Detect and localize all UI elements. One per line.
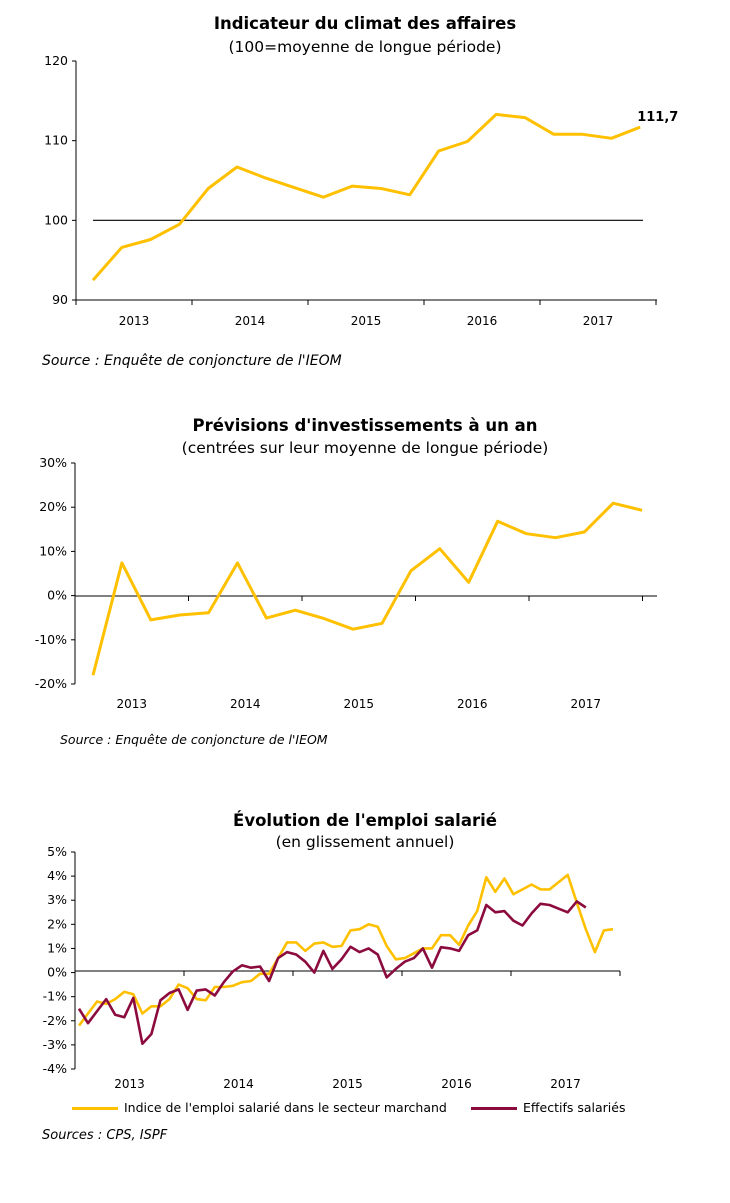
chart-2: -20% -10% 0% 10% 20% 30% 2013 2014 2015 2016 2017 [35,455,657,711]
y-tick-label: 30% [39,455,67,470]
series-line-2 [77,900,587,1045]
chart-1: 90 100 110 120 2013 2014 2015 2016 2017 111,7 [44,53,678,328]
y-tick-label: 4% [47,868,67,883]
chart1-source: Source : Enquête de conjoncture de l'IEO… [42,353,342,369]
chart2-title: Prévisions d'investissements à un an [192,416,538,435]
x-tick-label: 2015 [351,314,382,328]
y-tick-label: -20% [35,676,67,691]
series-line-1 [91,112,641,282]
chart3-source: Sources : CPS, ISPF [42,1128,168,1143]
y-tick-label: 0% [47,965,67,980]
x-tick-label: 2015 [343,697,374,711]
legend-swatch-crimson [471,1107,517,1110]
y-tick-label: 1% [47,940,67,955]
chart3-title: Évolution de l'emploi salarié [233,811,497,830]
legend-item-emploi-marchand: Indice de l'emploi salarié dans le secte… [72,1100,447,1115]
x-tick-label: 2013 [116,697,147,711]
x-tick-label: 2017 [583,314,614,328]
x-tick-label: 2013 [119,314,150,328]
x-tick-label: 2016 [457,697,488,711]
last-value-label: 111,7 [637,110,678,125]
y-tick-label: 2% [47,916,67,931]
y-tick-label: 20% [39,499,67,514]
x-tick-label: 2017 [570,697,601,711]
series-line-1 [91,501,643,676]
x-tick-label: 2017 [550,1077,581,1091]
legend-label: Effectifs salariés [523,1100,626,1115]
y-tick-label: -3% [43,1037,67,1052]
series-line-1 [77,873,614,1027]
y-tick-label: -10% [35,632,67,647]
y-tick-label: 100 [44,212,68,227]
y-tick-label: -4% [43,1061,67,1076]
x-tick-label: 2014 [235,314,266,328]
chart2-source: Source : Enquête de conjoncture de l'IEO… [60,732,328,747]
y-tick-label: 5% [47,844,67,859]
y-tick-label: 110 [44,133,68,148]
x-tick-label: 2015 [332,1077,363,1091]
y-tick-label: 10% [39,543,67,558]
chart1-subtitle: (100=moyenne de longue période) [228,38,502,56]
x-tick-label: 2014 [223,1077,254,1091]
y-tick-label: 90 [52,292,68,307]
x-tick-label: 2014 [230,697,261,711]
chart-3: -4% -3% -2% -1% 0% 1% 2% 3% 4% 5% 2013 2014 2015 2016… [43,844,621,1091]
y-tick-label: 0% [47,588,67,603]
chart1-title: Indicateur du climat des affaires [213,14,517,33]
legend-swatch-yellow [72,1107,118,1110]
x-tick-label: 2013 [114,1077,145,1091]
y-tick-label: 3% [47,892,67,907]
x-tick-label: 2016 [441,1077,472,1091]
legend-item-effectifs: Effectifs salariés [471,1100,625,1115]
y-tick-label: -1% [43,989,67,1004]
legend-label: Indice de l'emploi salarié dans le secte… [124,1100,447,1115]
y-tick-label: -2% [43,1013,67,1028]
y-tick-label: 120 [44,53,68,68]
chart2-subtitle: (centrées sur leur moyenne de longue pér… [181,439,549,457]
chart3-subtitle: (en glissement annuel) [275,833,455,851]
x-tick-label: 2016 [467,314,498,328]
